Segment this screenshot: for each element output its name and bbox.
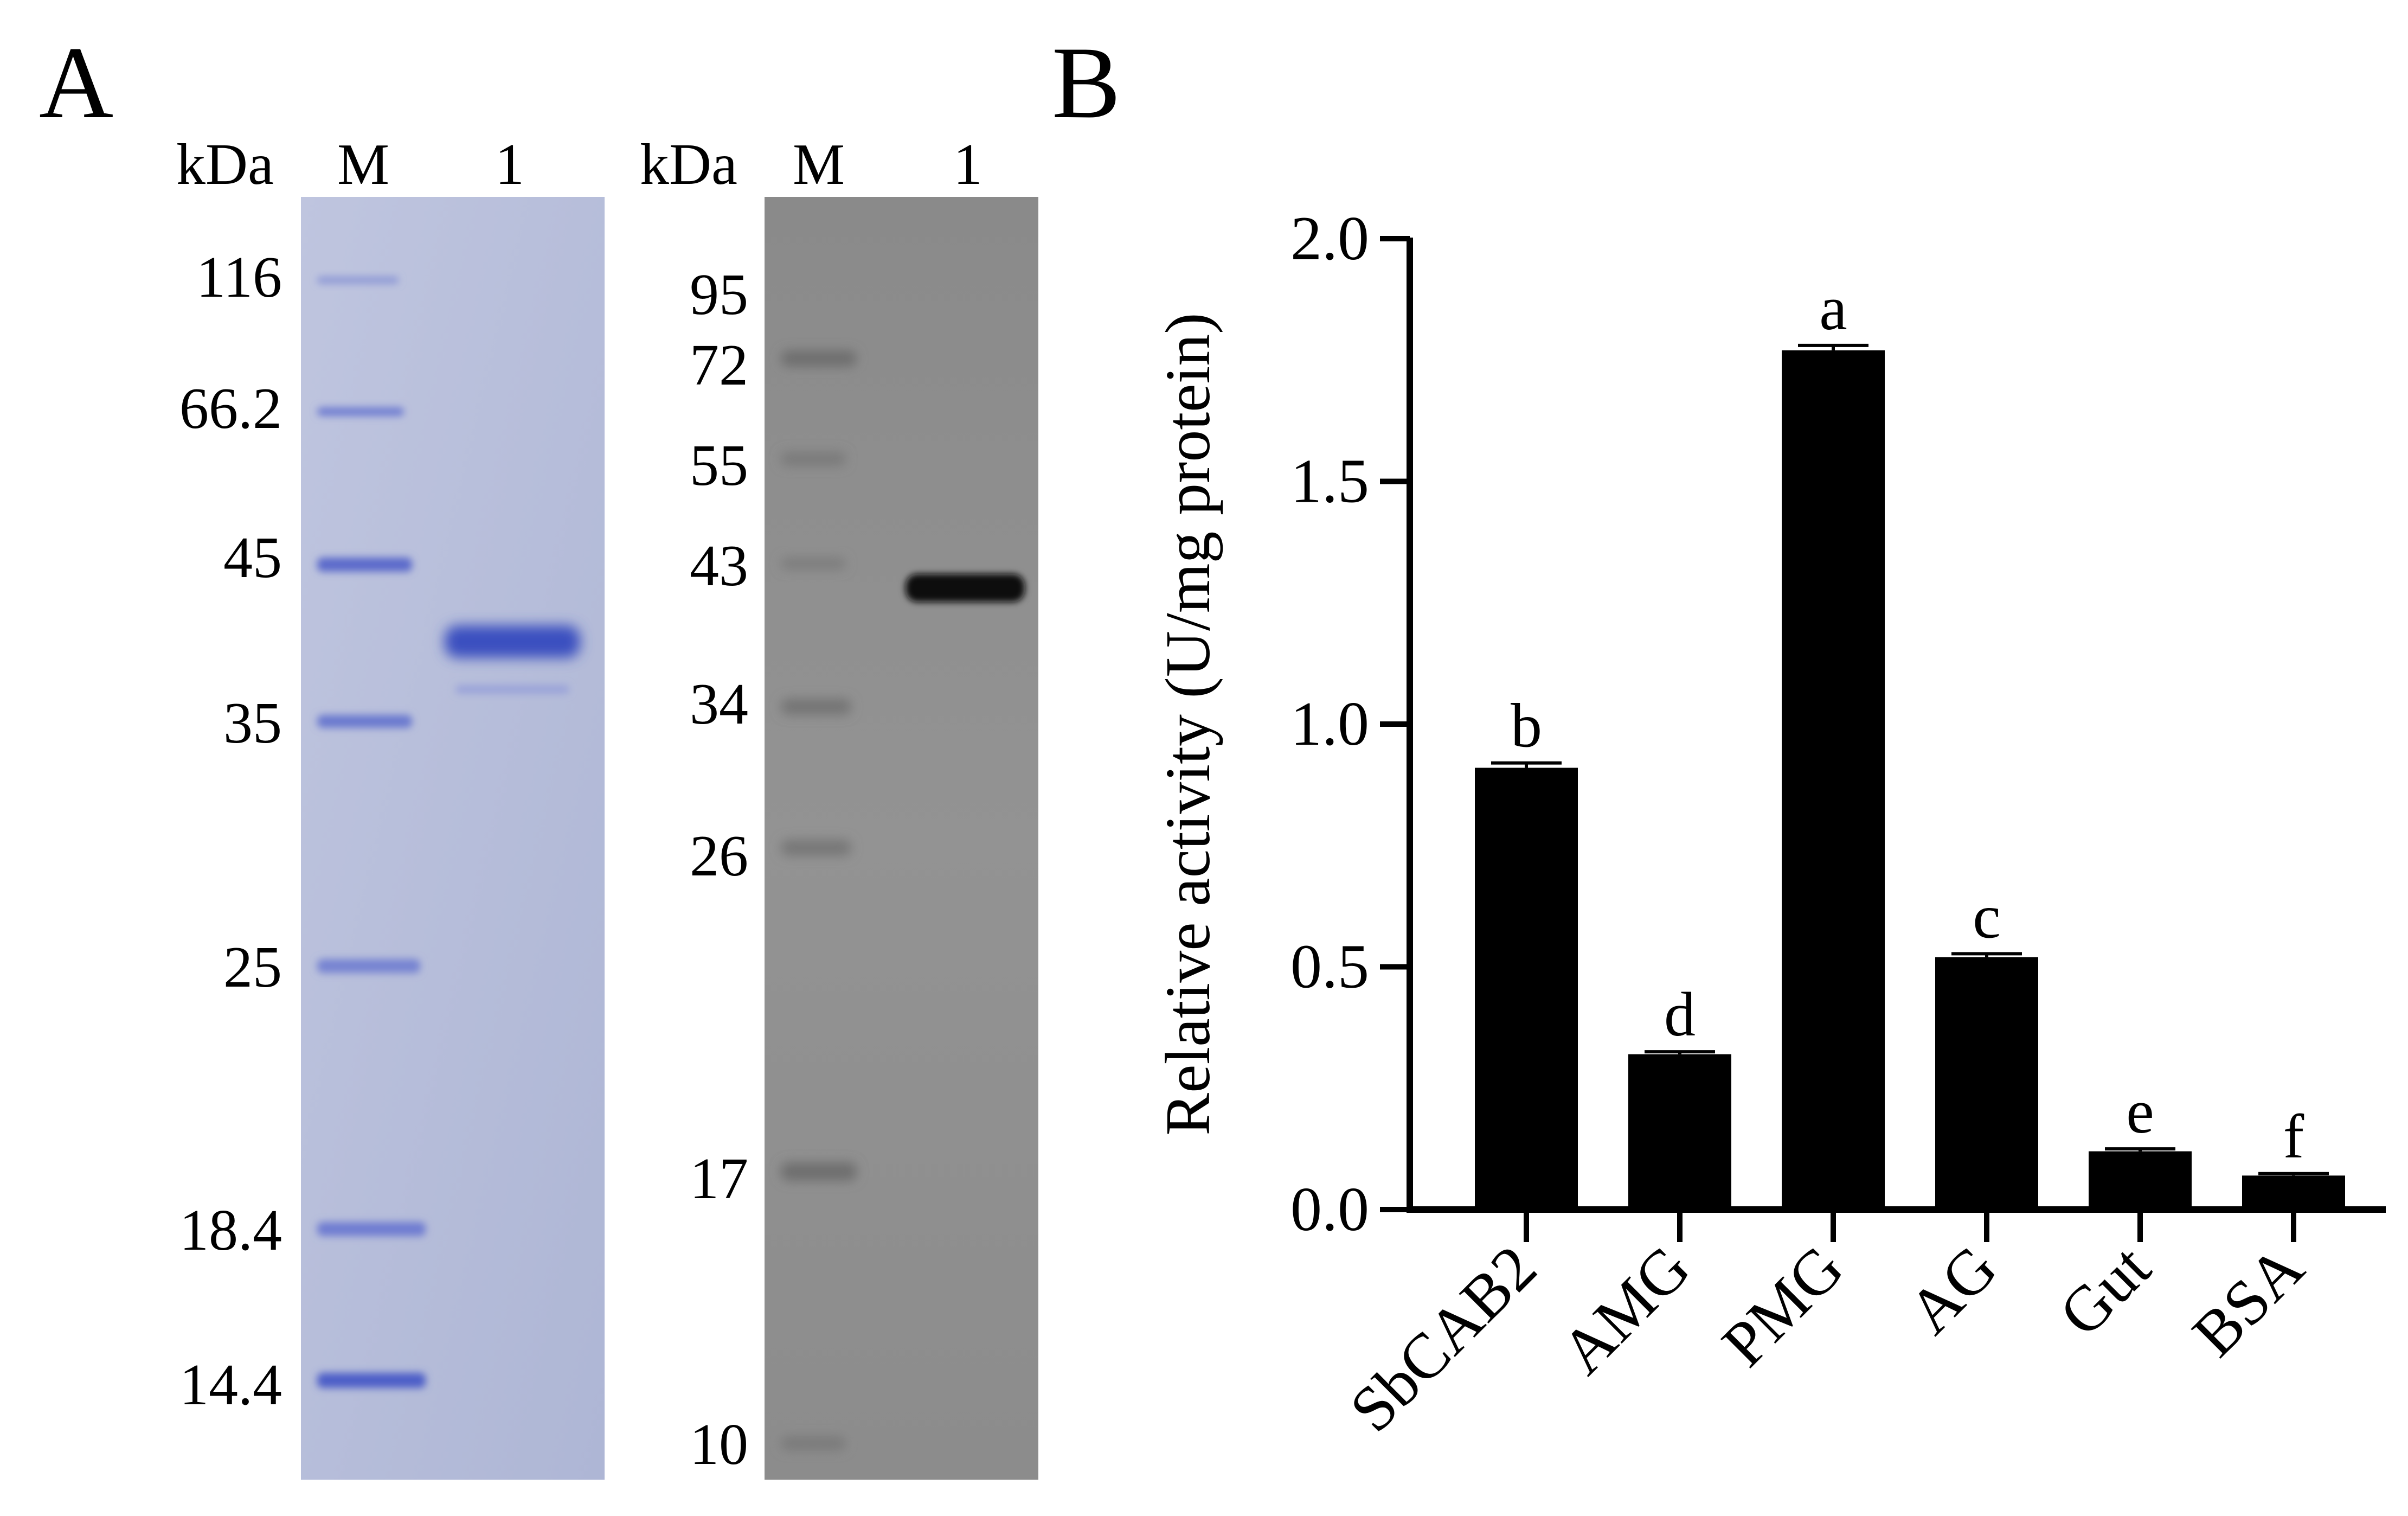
significance-letter: a [1819, 274, 1847, 343]
wb-lane-m-header: M [792, 132, 845, 197]
wb-marker-label: 26 [690, 824, 748, 888]
bar [1782, 350, 1885, 1210]
y-tick-label: 0.5 [1290, 932, 1369, 1002]
x-tick-label: Gut [2046, 1232, 2164, 1350]
wb-marker-label: 10 [690, 1412, 748, 1477]
sds-lane-m-header: M [337, 132, 390, 197]
sds-marker-label: 45 [223, 526, 282, 590]
sds-lane1-band [445, 625, 580, 658]
sds-marker-band [317, 277, 399, 284]
wb-marker-band [781, 350, 857, 367]
sds-marker-band [317, 407, 404, 416]
bar [2242, 1175, 2345, 1210]
sds-kda-header: kDa [176, 132, 274, 197]
sds-marker-label: 25 [223, 935, 282, 1000]
significance-letter: b [1511, 692, 1542, 761]
wb-marker-label: 55 [690, 433, 748, 498]
x-tick-label: AG [1895, 1232, 2010, 1347]
sds-marker-band [317, 1222, 426, 1236]
y-tick-label: 1.5 [1290, 447, 1369, 516]
y-tick-label: 1.0 [1290, 689, 1369, 759]
sds-marker-band [317, 558, 412, 572]
wb-marker-band [781, 699, 851, 715]
bar [1935, 957, 2038, 1210]
western-blot-image [765, 197, 1038, 1480]
wb-background [765, 197, 1038, 1480]
wb-marker-band [781, 1162, 857, 1181]
panel-a-letter: A [39, 26, 114, 140]
x-tick-label: AMG [1547, 1232, 1703, 1387]
wb-marker-label: 72 [690, 333, 748, 398]
y-tick-label: 0.0 [1290, 1175, 1369, 1244]
significance-letter: e [2126, 1077, 2154, 1147]
sds-marker-band [317, 715, 412, 728]
x-tick-label: SbCAB2 [1336, 1232, 1550, 1445]
wb-kda-header: kDa [640, 132, 737, 197]
wb-marker-label: 34 [690, 672, 748, 737]
sds-marker-label: 18.4 [179, 1198, 282, 1263]
wb-marker-label: 95 [690, 263, 748, 327]
sds-marker-band [317, 1373, 426, 1388]
sds-marker-label: 35 [223, 691, 282, 756]
y-axis-title: Relative activity (U/mg protein) [1152, 312, 1223, 1135]
sds-lane-1-header: 1 [495, 132, 524, 197]
wb-marker-band [781, 1436, 846, 1450]
wb-marker-band [781, 558, 846, 570]
bar [1475, 767, 1578, 1210]
wb-lane1-band [906, 574, 1025, 602]
sds-marker-label: 66.2 [179, 376, 282, 441]
sds-marker-band [317, 959, 420, 973]
sds-marker-label: 14.4 [179, 1353, 282, 1417]
significance-letter: c [1973, 882, 2001, 951]
wb-marker-band [781, 840, 851, 856]
bar [1628, 1054, 1731, 1210]
activity-bar-chart: 0.0 0.5 1.0 1.5 2.0 Relative activity (U/mg p… [1152, 204, 2386, 1445]
significance-letter: f [2283, 1102, 2304, 1172]
wb-marker-label: 43 [690, 534, 748, 598]
bar [2089, 1151, 2192, 1210]
y-tick-label: 2.0 [1290, 204, 1369, 273]
panel-b-letter: B [1052, 26, 1121, 140]
sds-marker-label: 116 [196, 245, 282, 310]
sds-lane1-band-faint [455, 685, 569, 694]
wb-marker-label: 17 [690, 1147, 748, 1211]
wb-marker-band [781, 452, 846, 466]
x-tick-label: PMG [1709, 1232, 1857, 1380]
sds-gel-background [301, 197, 605, 1480]
significance-letter: d [1664, 980, 1696, 1050]
wb-lane-1-header: 1 [953, 132, 983, 197]
sds-page-gel-image [301, 197, 605, 1480]
x-tick-label: BSA [2179, 1232, 2317, 1370]
